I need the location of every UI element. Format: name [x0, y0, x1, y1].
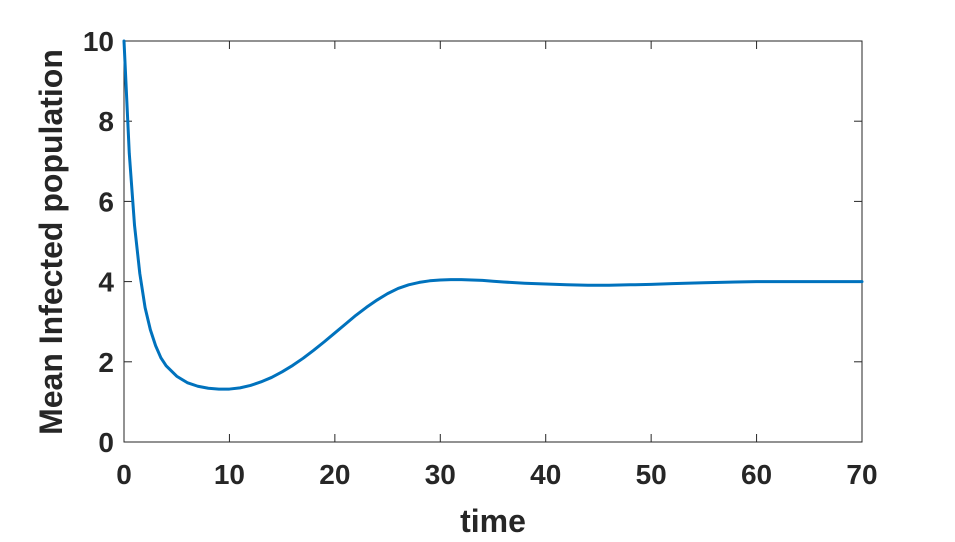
x-axis-ticks: 0 10 20 30 40 50 60 70	[116, 41, 878, 490]
y-tick-label: 4	[98, 267, 114, 298]
series-line	[122, 39, 864, 391]
series-layer	[122, 39, 864, 391]
x-tick-label: 60	[741, 459, 772, 490]
y-tick-label: 10	[83, 26, 114, 57]
x-axis-title: time	[460, 503, 526, 539]
y-axis-title: Mean Infected population	[33, 49, 69, 435]
y-tick-label: 2	[98, 347, 114, 378]
x-tick-label: 10	[214, 459, 245, 490]
x-tick-label: 0	[116, 459, 132, 490]
x-tick-label: 50	[636, 459, 667, 490]
y-tick-label: 0	[98, 427, 114, 458]
x-tick-label: 30	[425, 459, 456, 490]
plot-area-border	[123, 40, 863, 443]
x-tick-label: 70	[846, 459, 877, 490]
y-axis-ticks: 0 2 4 6 8 10	[83, 26, 862, 458]
y-tick-label: 6	[98, 186, 114, 217]
x-tick-label: 40	[530, 459, 561, 490]
y-tick-label: 8	[98, 106, 114, 137]
x-tick-label: 20	[319, 459, 350, 490]
axes-frame	[123, 40, 863, 443]
